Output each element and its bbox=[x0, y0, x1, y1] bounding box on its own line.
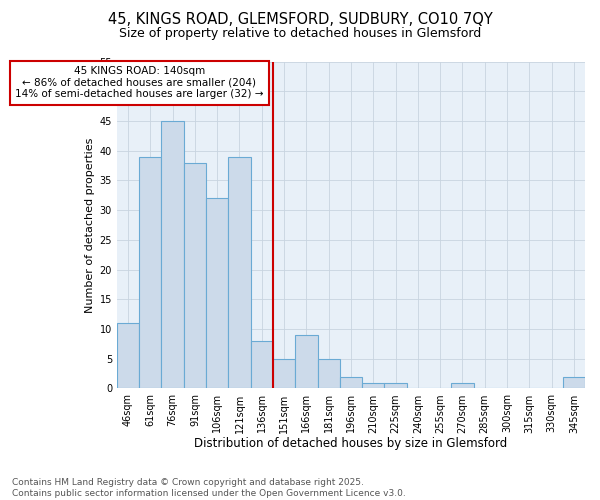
Y-axis label: Number of detached properties: Number of detached properties bbox=[85, 138, 95, 312]
Bar bbox=[362, 382, 385, 388]
Text: Size of property relative to detached houses in Glemsford: Size of property relative to detached ho… bbox=[119, 28, 481, 40]
X-axis label: Distribution of detached houses by size in Glemsford: Distribution of detached houses by size … bbox=[194, 437, 508, 450]
Text: Contains HM Land Registry data © Crown copyright and database right 2025.
Contai: Contains HM Land Registry data © Crown c… bbox=[12, 478, 406, 498]
Bar bbox=[117, 323, 139, 388]
Bar bbox=[139, 156, 161, 388]
Bar bbox=[161, 121, 184, 388]
Bar bbox=[229, 156, 251, 388]
Text: 45, KINGS ROAD, GLEMSFORD, SUDBURY, CO10 7QY: 45, KINGS ROAD, GLEMSFORD, SUDBURY, CO10… bbox=[107, 12, 493, 28]
Bar bbox=[451, 382, 473, 388]
Bar bbox=[273, 358, 295, 388]
Bar bbox=[385, 382, 407, 388]
Bar bbox=[317, 358, 340, 388]
Bar bbox=[251, 341, 273, 388]
Bar bbox=[206, 198, 229, 388]
Bar bbox=[184, 162, 206, 388]
Bar bbox=[563, 376, 585, 388]
Bar bbox=[295, 335, 317, 388]
Bar bbox=[340, 376, 362, 388]
Text: 45 KINGS ROAD: 140sqm
← 86% of detached houses are smaller (204)
14% of semi-det: 45 KINGS ROAD: 140sqm ← 86% of detached … bbox=[15, 66, 263, 100]
